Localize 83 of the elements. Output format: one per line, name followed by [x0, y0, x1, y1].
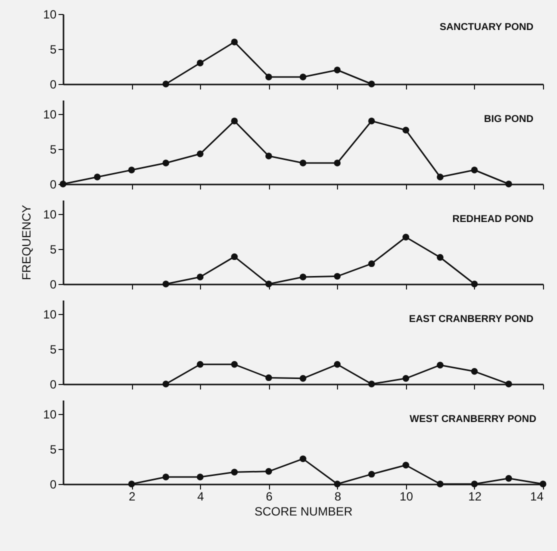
- x-axis-title: SCORE NUMBER: [254, 504, 353, 518]
- point: [231, 118, 238, 124]
- x-tick-label: 8: [334, 490, 342, 504]
- point: [231, 361, 238, 368]
- x-tick-label: 10: [400, 490, 414, 504]
- point: [436, 174, 444, 180]
- x-tick-label: 2: [128, 490, 136, 504]
- point: [471, 166, 478, 174]
- point: [505, 180, 512, 188]
- point: [334, 480, 341, 488]
- point: [368, 80, 375, 88]
- y-tick-label: 10: [43, 108, 57, 122]
- point: [368, 260, 375, 268]
- point: [265, 152, 272, 160]
- point: [436, 362, 444, 368]
- point: [162, 80, 170, 88]
- point: [128, 166, 135, 174]
- point: [402, 462, 410, 468]
- point: [436, 480, 444, 488]
- point: [368, 118, 375, 124]
- point: [334, 66, 341, 74]
- point: [94, 174, 101, 180]
- point: [196, 60, 204, 66]
- point: [231, 468, 238, 476]
- point: [265, 468, 272, 475]
- point: [368, 380, 375, 388]
- point: [471, 368, 478, 375]
- point: [402, 234, 410, 240]
- y-tick-label: 10: [43, 308, 57, 322]
- point: [505, 475, 512, 482]
- text: EAST CRANBERRY POND: [409, 314, 534, 325]
- y-tick-label: 10: [43, 208, 57, 222]
- point: [402, 126, 410, 134]
- text: REDHEAD POND: [452, 214, 534, 225]
- y-tick-label: 5: [50, 242, 57, 256]
- point: [334, 272, 341, 280]
- x-tick-label: 6: [266, 490, 273, 504]
- point: [334, 160, 341, 166]
- y-tick-label: 5: [50, 142, 57, 156]
- point: [402, 375, 410, 382]
- point: [300, 455, 306, 462]
- point: [162, 280, 170, 288]
- y-tick-label: 0: [50, 278, 57, 292]
- text: SANCTUARY POND: [440, 22, 534, 33]
- point: [265, 280, 272, 288]
- y-tick-label: 5: [50, 442, 57, 456]
- point: [368, 470, 375, 478]
- y-tick-label: 0: [50, 78, 57, 92]
- point: [162, 380, 170, 388]
- point: [162, 474, 170, 480]
- point: [265, 74, 272, 80]
- point: [196, 274, 204, 280]
- point: [300, 274, 306, 280]
- point: [196, 474, 204, 480]
- point: [265, 374, 272, 382]
- y-tick-label: 10: [43, 8, 57, 22]
- y-tick-label: 10: [43, 408, 57, 422]
- point: [505, 380, 512, 388]
- text: WEST CRANBERRY POND: [410, 414, 536, 425]
- point: [300, 74, 306, 80]
- point: [300, 160, 306, 166]
- point: [196, 361, 204, 368]
- point: [231, 253, 238, 260]
- y-tick-label: 0: [50, 378, 57, 392]
- y-tick-label: 0: [50, 478, 57, 492]
- point: [436, 254, 444, 261]
- point: [471, 480, 478, 488]
- point: [162, 160, 170, 166]
- point: [334, 361, 341, 368]
- y-axis-title: FREQUENCY: [20, 204, 34, 280]
- point: [231, 38, 238, 46]
- point: [540, 480, 546, 488]
- x-tick-label: 12: [468, 490, 482, 504]
- y-tick-label: 0: [50, 178, 57, 192]
- x-tick-label: 14: [530, 490, 544, 504]
- point: [128, 480, 135, 488]
- x-tick-label: 4: [197, 490, 204, 504]
- text: BIG POND: [484, 114, 534, 125]
- point: [300, 375, 306, 382]
- point: [196, 150, 204, 158]
- y-tick-label: 5: [50, 42, 57, 56]
- point: [471, 280, 478, 288]
- y-tick-label: 5: [50, 342, 57, 356]
